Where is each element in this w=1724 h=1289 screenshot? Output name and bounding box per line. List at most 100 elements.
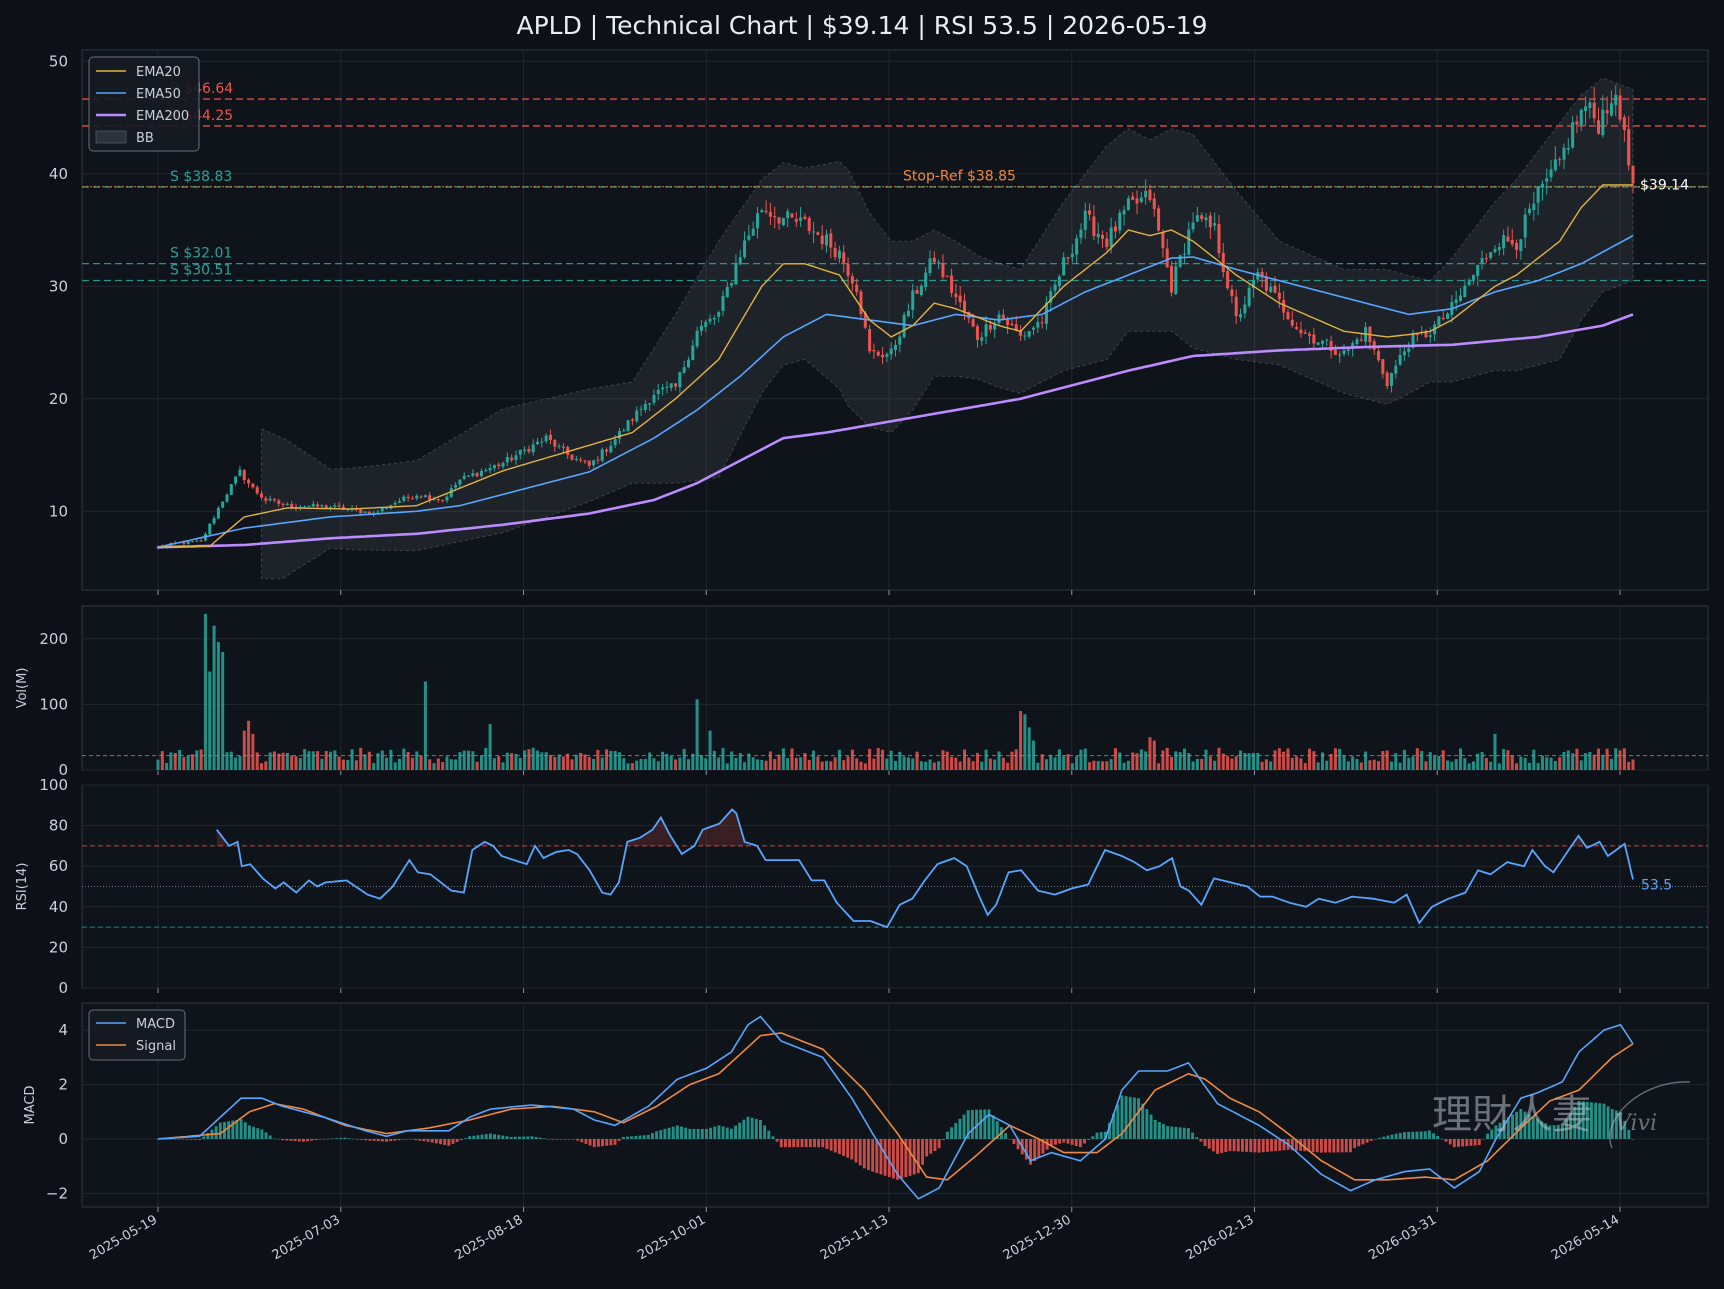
candle [484,468,488,473]
candle [975,323,979,348]
macd-histogram-bar [235,1119,239,1139]
candle [1458,287,1462,303]
volume-bar [1032,740,1036,770]
candle-body [988,324,992,330]
candle-body [1411,333,1415,348]
volume-bar [1182,748,1186,770]
candle-body [1325,339,1329,341]
volume-bar [346,759,350,770]
candle [941,254,945,280]
candle-body [1497,247,1501,251]
candle-body [523,449,527,451]
volume-bar [1320,752,1324,770]
candle-body [510,457,514,461]
volume-bar [497,756,501,770]
candle [497,462,501,470]
legend-swatch-bb [95,130,127,144]
macd-histogram-bar [443,1139,447,1145]
candle-body [893,344,898,350]
candle-body [1131,196,1135,200]
volume-bar [1083,748,1087,770]
macd-histogram-bar [185,1139,189,1140]
candle-body [436,498,440,501]
volume-bar [548,755,552,770]
candle [1312,328,1316,349]
candle [1575,115,1579,134]
macd-histogram-bar [1203,1139,1207,1146]
candle-body [359,509,363,514]
volume-bar [1601,755,1605,770]
macd-histogram-bar [1074,1139,1078,1146]
candle [514,450,518,465]
macd-histogram-bar [1166,1126,1170,1139]
macd-histogram-bar [355,1139,359,1140]
candle-body [1208,215,1212,228]
volume-bar [1299,758,1303,770]
candle [820,225,824,250]
macd-histogram-bar [1037,1139,1041,1158]
macd-histogram-bar [1294,1139,1298,1151]
candle [1040,315,1044,329]
candle-body [967,312,971,319]
candle [1191,212,1195,233]
candle-body [514,455,518,461]
candle [1566,138,1570,155]
candle [1407,341,1411,357]
volume-bar [1441,750,1445,770]
level-label-support: S $30.51 [170,263,232,279]
candle [799,206,803,227]
candle [1075,234,1079,264]
macd-histogram-bar [1336,1139,1340,1153]
volume-bar [855,758,859,770]
candle-body [1079,229,1083,238]
candle-body [975,326,979,340]
candle [807,215,811,235]
candle [1277,283,1281,309]
volume-bar [889,750,893,770]
candle [829,228,833,259]
macd-histogram-bar [268,1135,272,1139]
macd-histogram-bar [451,1139,455,1144]
rsi-panel: 0 20 40 60 80 100 53.5 RSI(14) [15,776,1709,997]
candle-body [1532,203,1536,211]
macd-histogram-bar [1436,1136,1440,1139]
macd-histogram-bar [1199,1139,1203,1142]
macd-histogram-bar [1070,1139,1074,1145]
volume-bar [1402,749,1406,770]
candle-body [1088,210,1092,215]
volume-bar [350,749,354,770]
volume-bar [419,755,423,770]
candle-body [721,295,725,311]
candle [1032,325,1036,336]
macd-histogram-bar [646,1134,650,1139]
volume-bar [639,758,643,770]
candle-body [932,257,936,263]
candle-body [583,460,587,462]
candle [242,469,246,485]
volume-bar [415,751,419,770]
candle [622,428,626,432]
candle-body [216,507,220,519]
candle [872,343,876,359]
candle [1269,282,1273,294]
macd-histogram-bar [725,1127,729,1139]
candle-body [915,290,919,294]
macd-histogram-bar [1245,1139,1249,1152]
candle-body [398,501,402,503]
candle-body [911,290,915,310]
macd-histogram-bar [1311,1139,1315,1152]
macd-histogram-bar [293,1139,297,1142]
candle [885,352,889,363]
candle-body [462,475,466,479]
macd-histogram-bar [513,1136,517,1139]
volume-bar [1368,760,1372,770]
volume-bar [1618,750,1622,770]
macd-histogram-bar [833,1139,837,1153]
candle-body [1609,103,1613,116]
volume-bar [794,757,798,770]
candle [458,479,462,489]
volume-bar [1040,754,1044,770]
candle-body [1385,372,1389,387]
volume-bar [1019,710,1023,770]
candle-body [1471,274,1475,280]
